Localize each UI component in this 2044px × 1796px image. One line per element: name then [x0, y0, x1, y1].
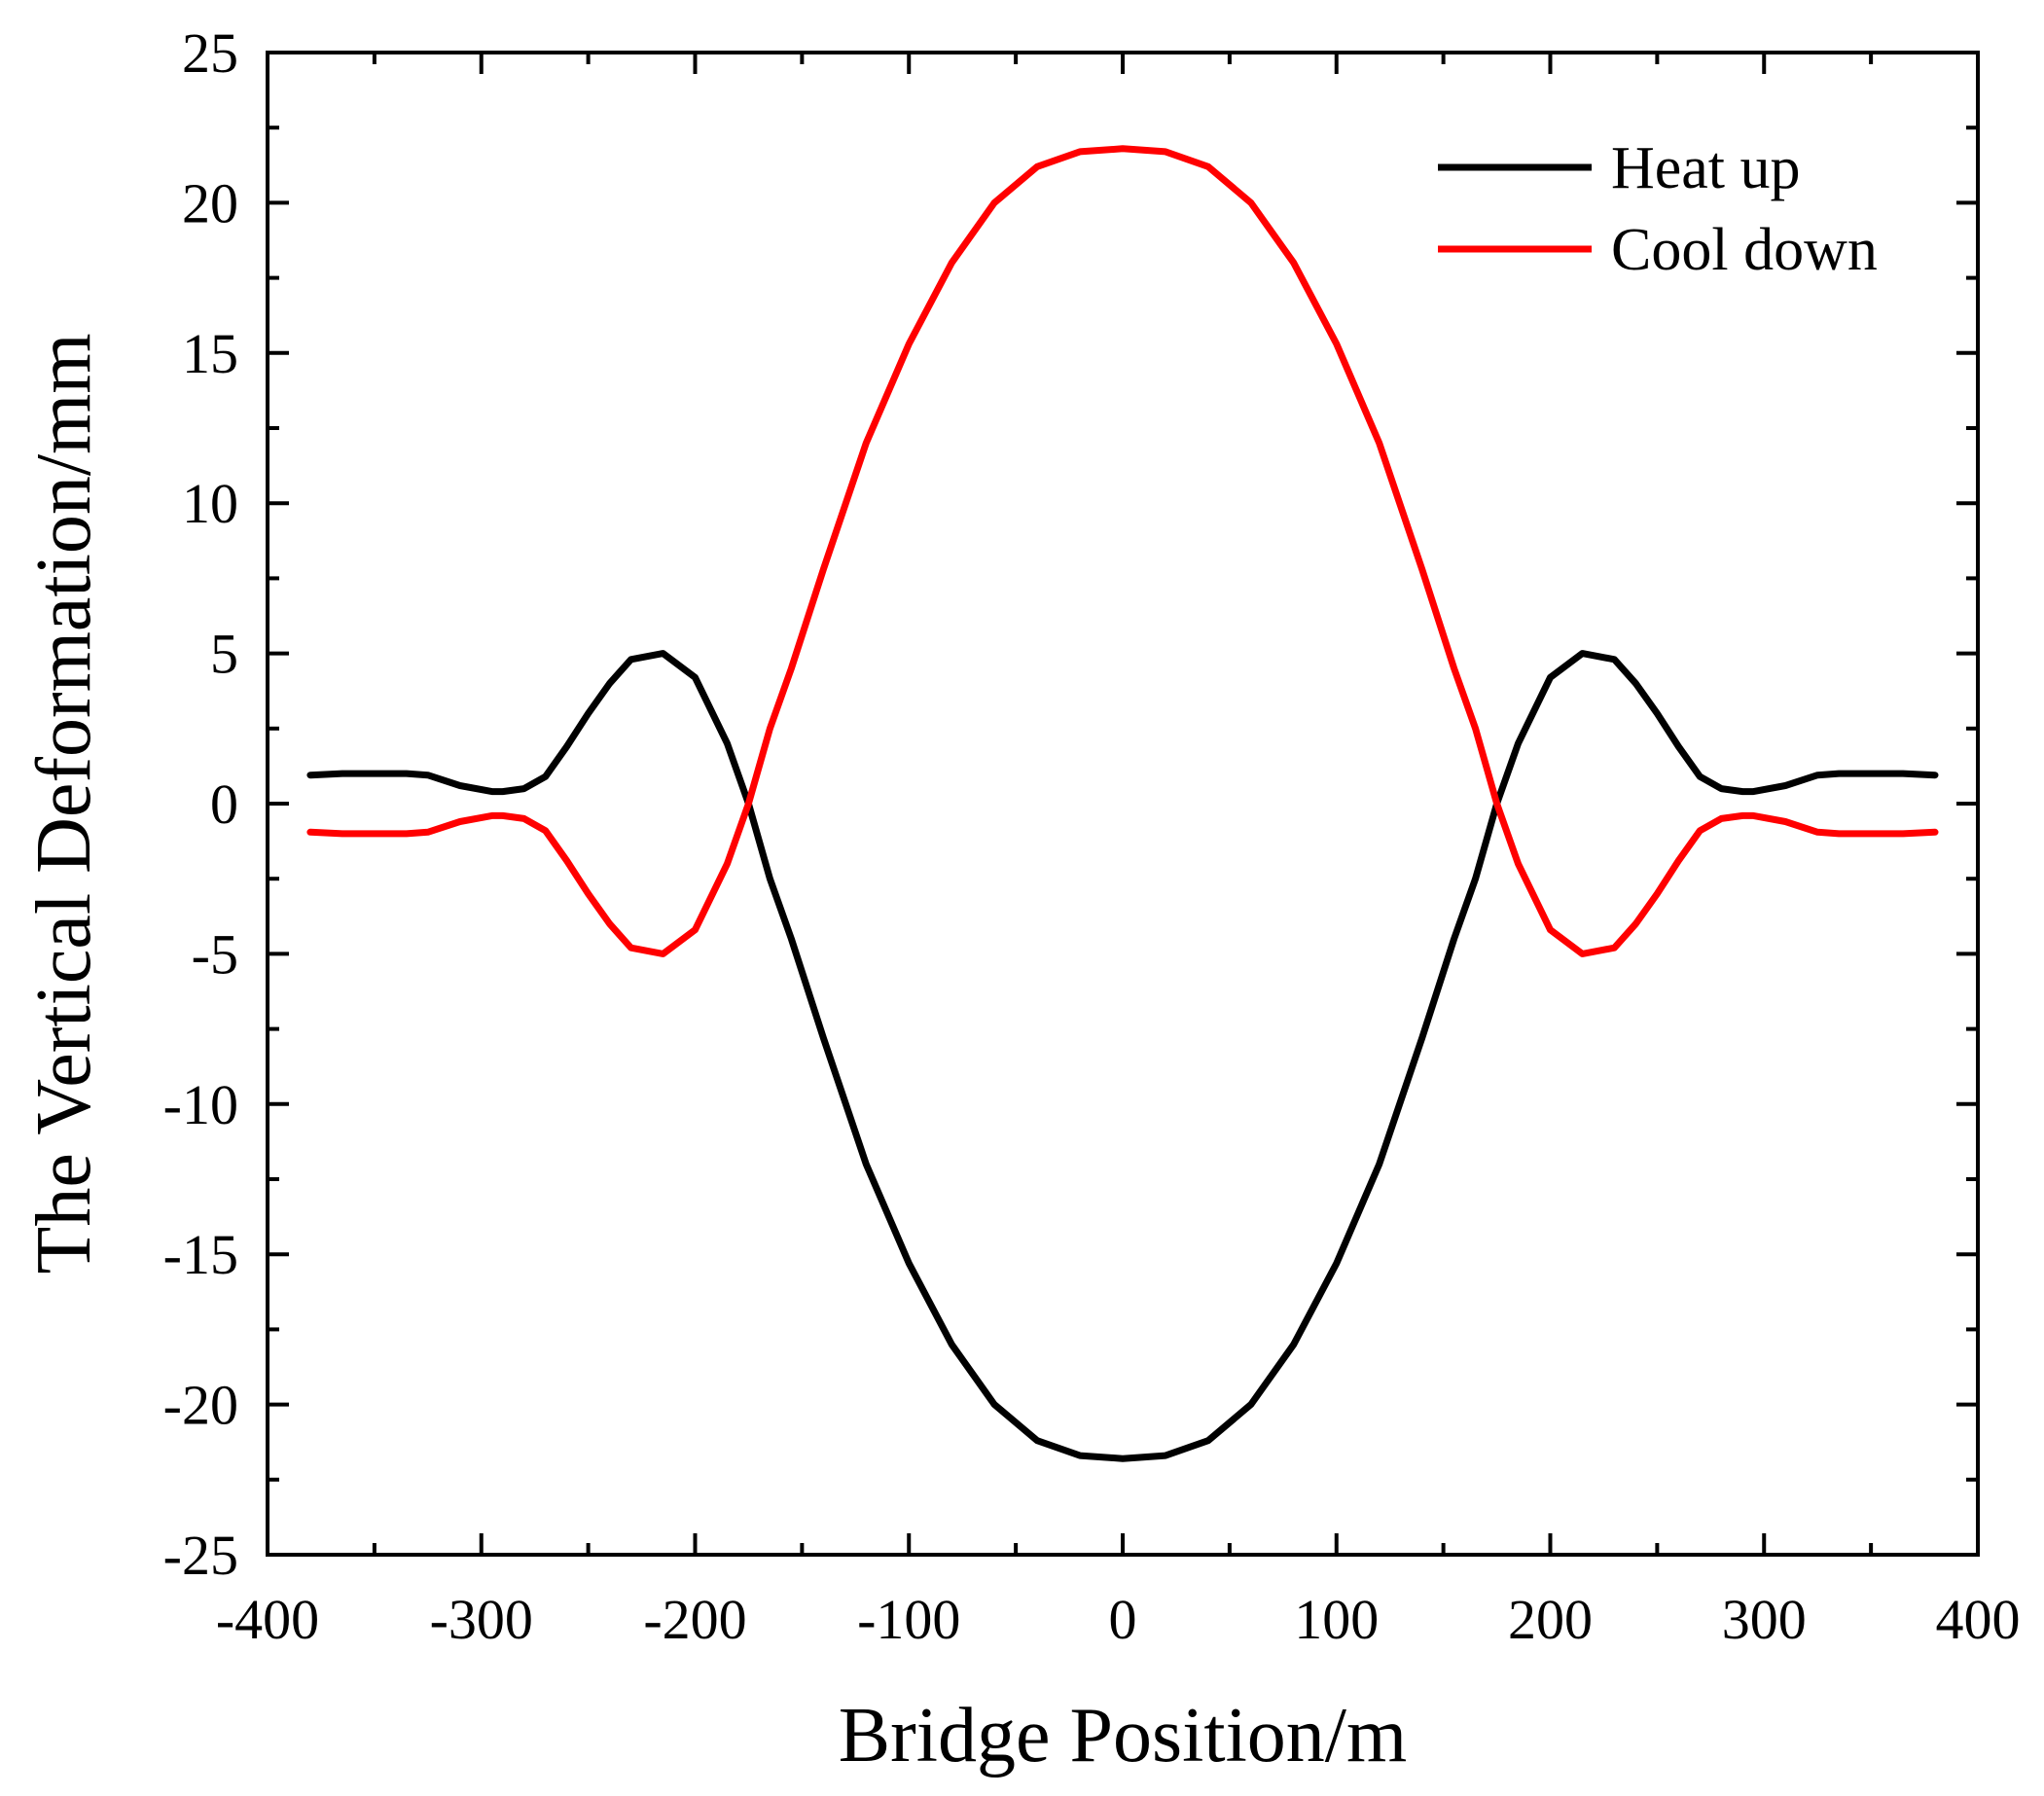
y-tick-label: 15 [182, 322, 238, 385]
y-axis-title: The Vertical Deformation/mm [21, 333, 107, 1274]
y-tick-label: -5 [192, 922, 238, 986]
series-line-cool-down [306, 145, 1939, 957]
y-tick-label: 25 [182, 21, 238, 85]
x-tick-label: 0 [1109, 1588, 1137, 1651]
series-line-heat-up [306, 650, 1939, 1462]
x-tick-label: -400 [216, 1588, 319, 1651]
x-tick-label: 400 [1936, 1588, 2021, 1651]
x-tick-label: -200 [643, 1588, 746, 1651]
legend-label-heat-up: Heat up [1611, 135, 1801, 201]
y-tick-label: 5 [210, 623, 238, 686]
legend: Heat up Cool down [1438, 135, 1878, 283]
x-tick-label: 300 [1722, 1588, 1807, 1651]
y-tick-label: -15 [163, 1223, 238, 1286]
y-tick-label: 20 [182, 171, 238, 234]
x-axis-title: Bridge Position/m [839, 1693, 1408, 1778]
x-tick-label: 200 [1508, 1588, 1593, 1651]
x-tick-label: -300 [430, 1588, 533, 1651]
x-tick-label: 100 [1294, 1588, 1379, 1651]
x-tick-labels: -400 -300 -200 -100 0 100 200 300 400 [216, 1588, 2021, 1651]
series-layer [306, 145, 1939, 1462]
y-tick-label: -20 [163, 1374, 238, 1437]
plot-area-frame [266, 51, 1980, 1557]
y-tick-label: 10 [182, 472, 238, 535]
x-tick-label: -100 [857, 1588, 960, 1651]
y-tick-label: 0 [210, 772, 238, 836]
legend-label-cool-down: Cool down [1611, 217, 1878, 283]
y-tick-label: -25 [163, 1524, 238, 1587]
y-tick-labels: -25 -20 -15 -10 -5 0 5 10 15 20 25 [163, 21, 238, 1587]
y-tick-label: -10 [163, 1073, 238, 1136]
